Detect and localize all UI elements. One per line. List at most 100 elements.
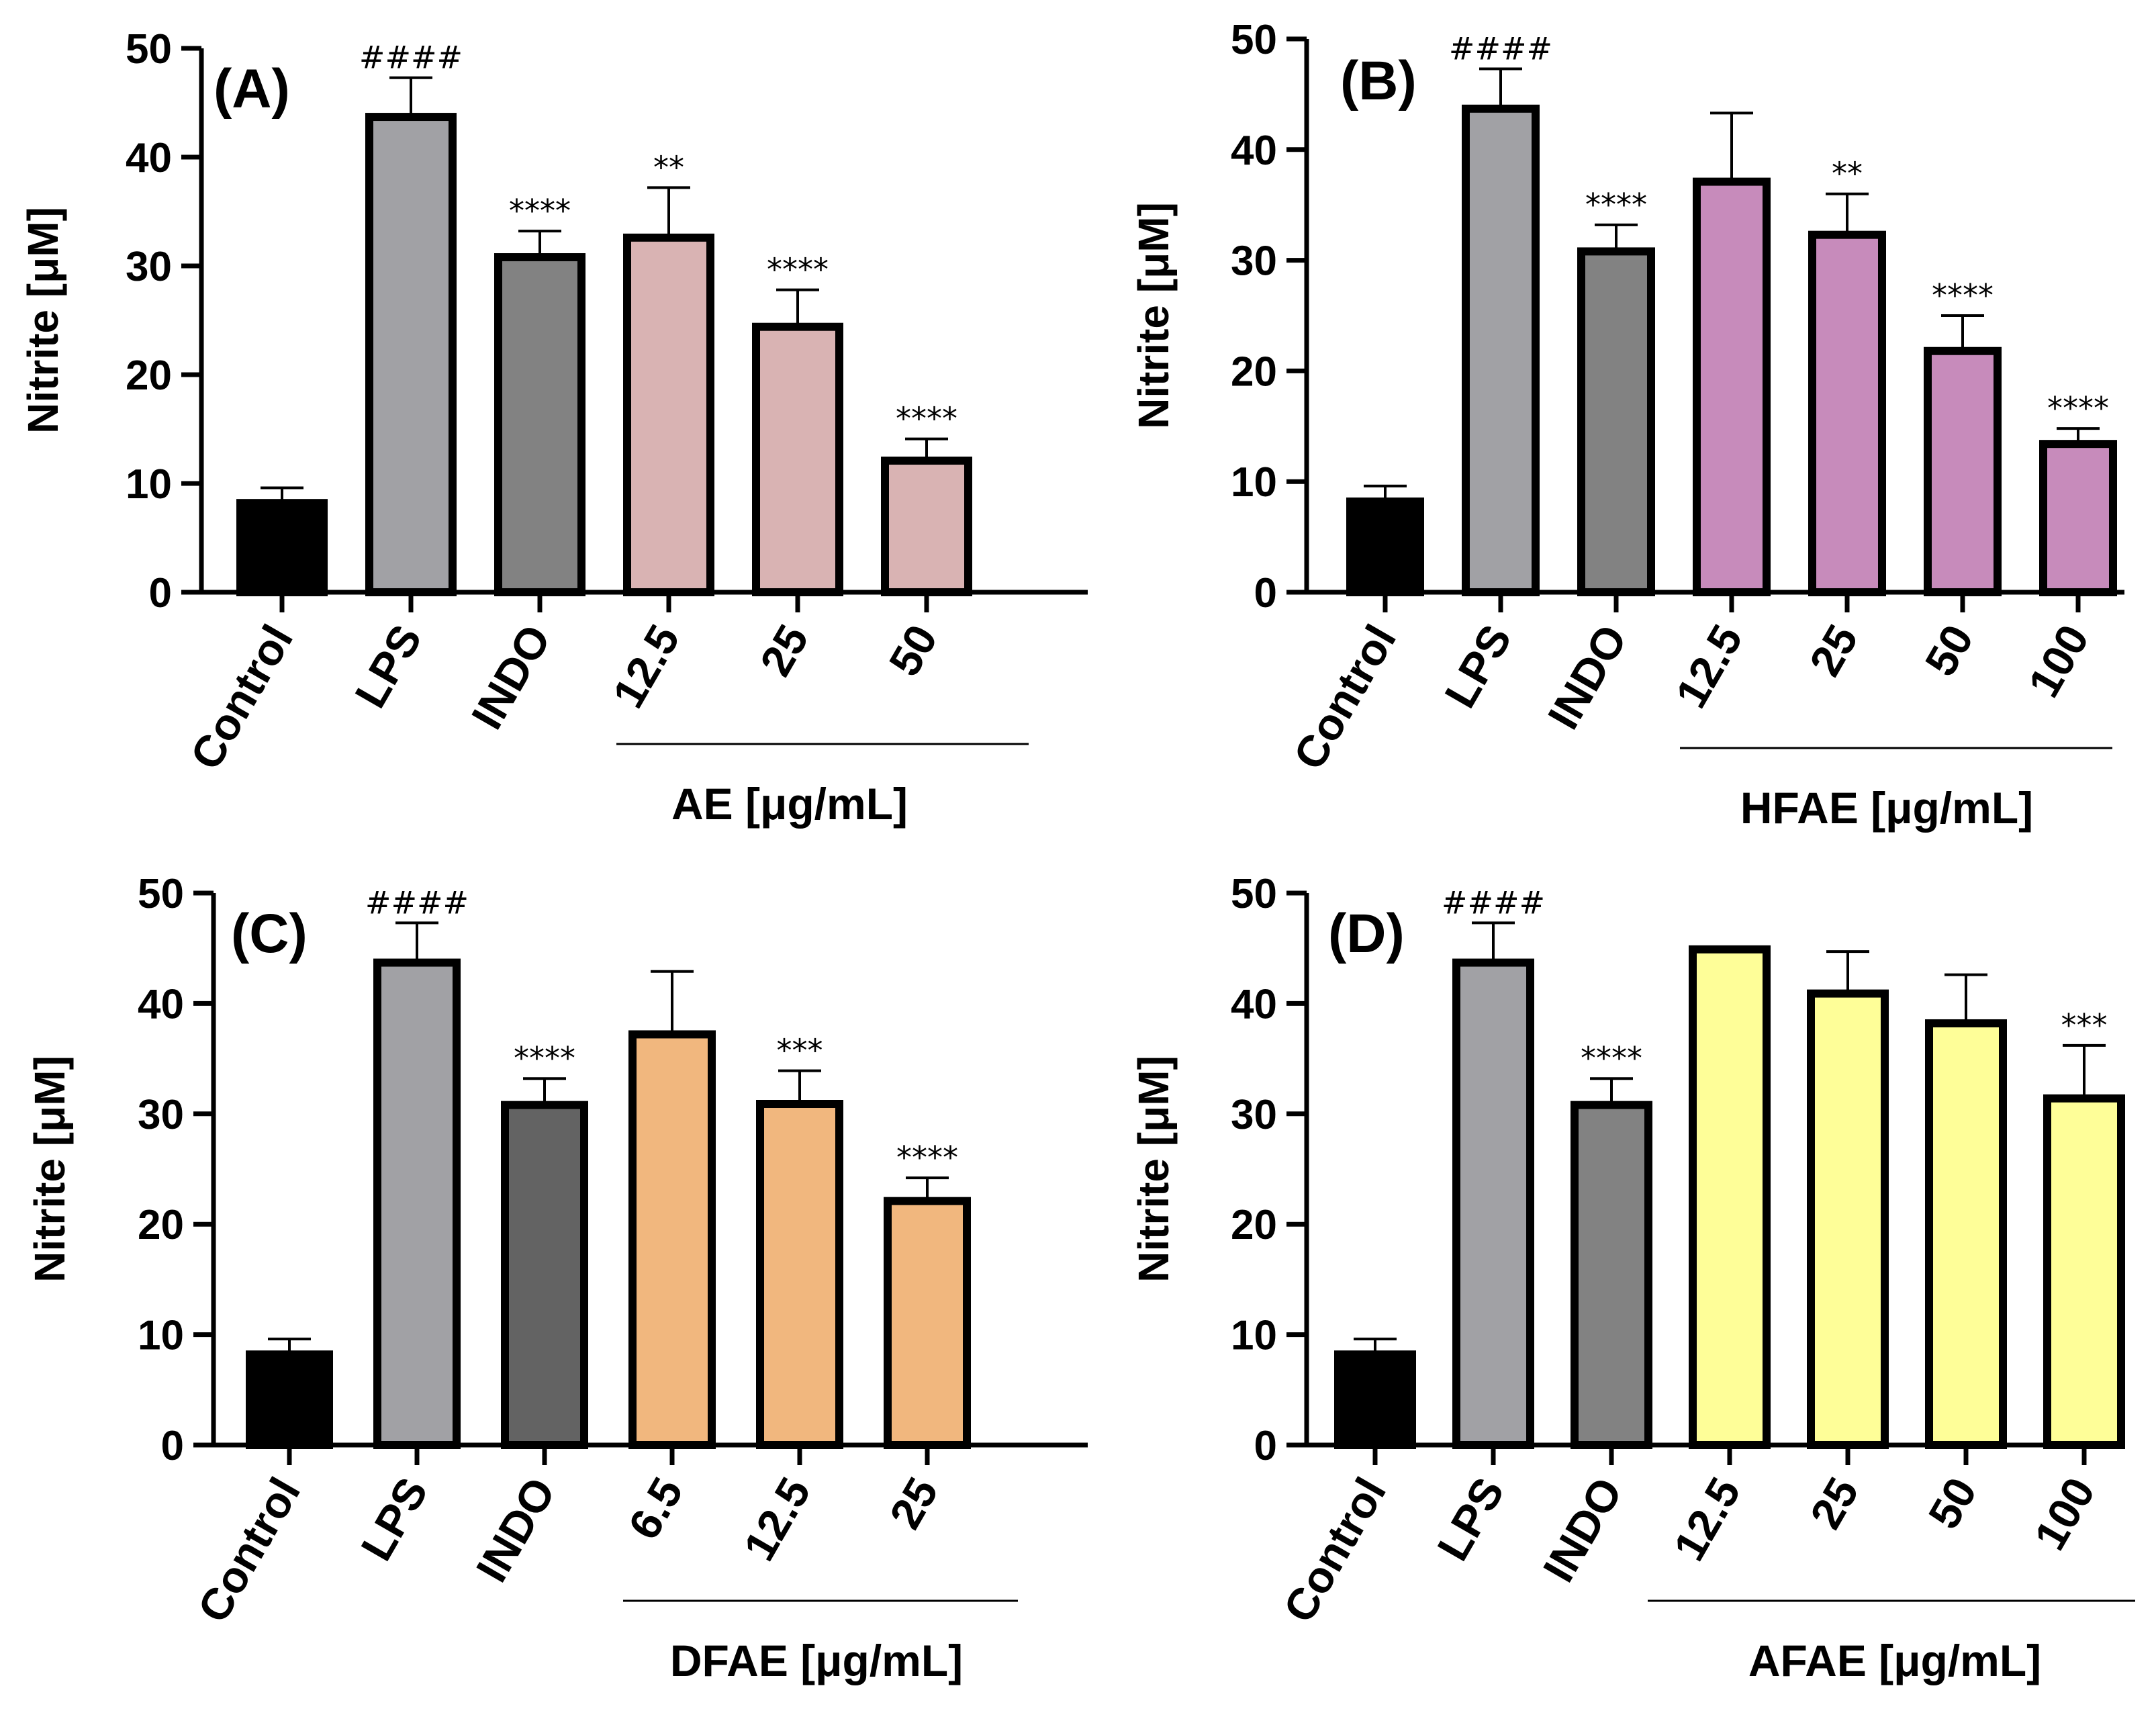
bar xyxy=(1571,1101,1652,1449)
y-tick-label: 10 xyxy=(138,1313,184,1359)
y-tick-label: 10 xyxy=(1231,1313,1277,1359)
x-tick-label: LPS xyxy=(1435,616,1521,716)
bar xyxy=(1452,958,1534,1449)
bar xyxy=(2043,1094,2125,1450)
y-tick-label: 50 xyxy=(126,26,172,73)
x-tick-label: 6.5 xyxy=(618,1469,692,1547)
y-tick-label: 0 xyxy=(149,570,172,616)
significance-marker: **** xyxy=(2047,390,2109,426)
x-tick-label: Control xyxy=(1274,1469,1395,1630)
y-tick-label: 30 xyxy=(138,1092,184,1138)
x-tick-label: LPS xyxy=(345,616,431,716)
x-tick-label: 12.5 xyxy=(1666,616,1752,716)
x-tick-label: INDO xyxy=(462,616,561,737)
significance-marker: **** xyxy=(1932,277,1994,314)
y-tick-label: 30 xyxy=(1231,1092,1277,1138)
significance-marker: ** xyxy=(653,149,684,185)
x-tick-label: 50 xyxy=(879,616,947,684)
y-tick-label: 50 xyxy=(1231,17,1277,63)
x-tick-label: Control xyxy=(188,1469,310,1630)
significance-marker: **** xyxy=(509,193,571,229)
chart-panel-4: 0 10 20 30 40 50 Nitrite [μM] (D) Control LPS ####… xyxy=(1129,871,2135,1685)
y-tick-label: 40 xyxy=(1231,981,1277,1027)
x-tick-label: Control xyxy=(1284,616,1405,778)
x-tick-label: 50 xyxy=(1918,1469,1986,1537)
bar xyxy=(1925,1019,2007,1449)
y-tick-label: 50 xyxy=(138,871,184,917)
x-tick-label: 12.5 xyxy=(734,1469,820,1569)
y-tick-label: 30 xyxy=(126,244,172,290)
y-tick-label: 40 xyxy=(138,981,184,1027)
x-tick-label: INDO xyxy=(1534,1469,1632,1590)
significance-marker: #### xyxy=(365,884,469,921)
bar xyxy=(1693,177,1771,597)
bar xyxy=(1462,104,1540,597)
y-tick-label: 20 xyxy=(126,353,172,399)
x-tick-label: LPS xyxy=(1427,1469,1513,1569)
significance-marker: *** xyxy=(777,1033,823,1069)
group-label: AFAE [μg/mL] xyxy=(1748,1636,2041,1685)
y-tick-label: 20 xyxy=(1231,348,1277,395)
bar xyxy=(501,1101,588,1449)
panel-label: (B) xyxy=(1340,50,1417,111)
bar xyxy=(1808,230,1886,597)
x-tick-label: INDO xyxy=(1538,616,1637,737)
y-tick-label: 20 xyxy=(1231,1202,1277,1248)
bar xyxy=(1924,346,2002,597)
x-tick-label: 25 xyxy=(880,1469,947,1537)
bar xyxy=(246,1350,333,1450)
y-tick-label: 40 xyxy=(126,135,172,181)
y-tick-label: 20 xyxy=(138,1202,184,1248)
significance-marker: **** xyxy=(514,1040,575,1076)
x-tick-label: 25 xyxy=(1799,616,1867,684)
panel-label: (D) xyxy=(1328,903,1405,964)
bar xyxy=(1346,497,1424,597)
panel-label: (C) xyxy=(231,903,308,964)
bar xyxy=(1334,1350,1416,1450)
significance-marker: #### xyxy=(1449,30,1552,66)
y-tick-label: 10 xyxy=(1231,459,1277,506)
bar xyxy=(881,456,972,596)
y-tick-label: 50 xyxy=(1231,871,1277,917)
bar xyxy=(628,1030,716,1449)
chart-panel-2: 0 10 20 30 40 50 Nitrite [μM] (B) Control LPS ####… xyxy=(1129,17,2124,833)
x-tick-label: 25 xyxy=(1800,1469,1868,1537)
bar xyxy=(752,322,843,596)
bar xyxy=(236,499,328,596)
y-axis-label: Nitrite [μM] xyxy=(1129,1056,1178,1283)
significance-marker: **** xyxy=(1581,1040,1642,1076)
significance-marker: #### xyxy=(359,40,463,76)
significance-marker: #### xyxy=(1442,884,1545,921)
bar xyxy=(494,253,585,596)
bar xyxy=(756,1100,843,1450)
significance-marker: *** xyxy=(2061,1007,2108,1043)
y-tick-label: 0 xyxy=(161,1423,184,1469)
significance-marker: ** xyxy=(1832,156,1863,192)
group-label: HFAE [μg/mL] xyxy=(1740,783,2033,833)
x-tick-label: LPS xyxy=(351,1469,437,1569)
group-label: AE [μg/mL] xyxy=(671,779,908,829)
group-label: DFAE [μg/mL] xyxy=(670,1636,963,1685)
significance-marker: **** xyxy=(1585,187,1647,223)
x-tick-label: INDO xyxy=(467,1469,565,1590)
x-tick-label: 25 xyxy=(750,616,818,684)
x-tick-label: 50 xyxy=(1915,616,1983,684)
bar xyxy=(884,1197,971,1450)
x-tick-label: 12.5 xyxy=(1664,1469,1750,1569)
bar xyxy=(365,113,457,596)
bar xyxy=(1577,247,1655,596)
significance-marker: **** xyxy=(896,401,957,437)
x-tick-label: Control xyxy=(181,616,302,778)
x-tick-label: 100 xyxy=(2024,1469,2104,1558)
y-tick-label: 0 xyxy=(1254,1423,1277,1469)
significance-marker: **** xyxy=(896,1139,958,1176)
y-tick-label: 30 xyxy=(1231,238,1277,285)
bar xyxy=(373,958,461,1449)
y-axis-label: Nitrite [μM] xyxy=(26,1056,74,1283)
bar xyxy=(623,233,714,596)
significance-marker: **** xyxy=(767,252,829,288)
bar xyxy=(1807,989,1889,1449)
x-tick-label: 100 xyxy=(2018,616,2098,705)
chart-panel-1: 0 10 20 30 40 50 Nitrite [μM] (A) Control LPS ####… xyxy=(19,26,1088,829)
